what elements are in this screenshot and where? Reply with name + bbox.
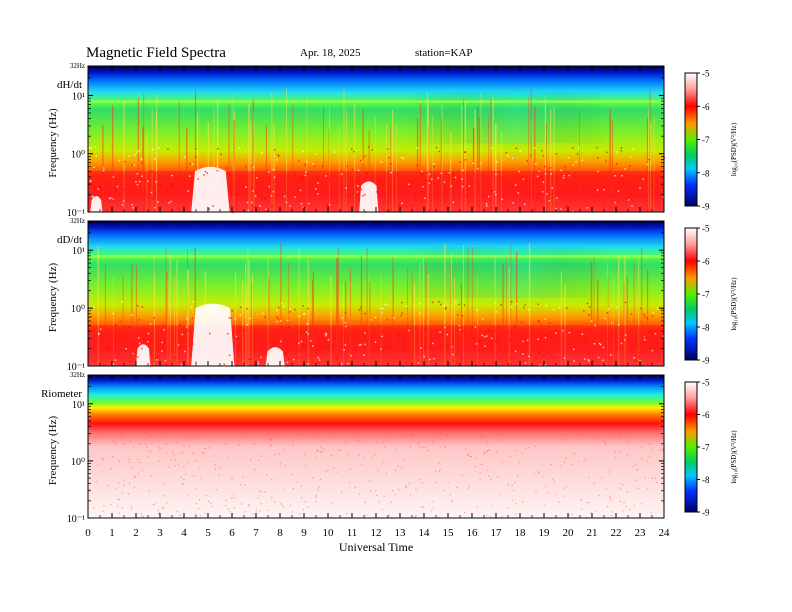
x-tick-label: 11: [347, 527, 358, 539]
station-label: station=KAP: [415, 47, 473, 59]
panel-label: dD/dt: [57, 234, 82, 246]
x-tick-label: 16: [467, 527, 479, 539]
x-tick-label: 21: [587, 527, 598, 539]
x-tick-label: 19: [539, 527, 551, 539]
colorbar-label: log₁₀(PSD)(V²/Hz): [730, 277, 738, 331]
colorbar: [684, 72, 698, 207]
x-tick-label: 15: [443, 527, 455, 539]
colorbar-tick-label: -5: [702, 378, 710, 388]
x-tick-label: 18: [515, 527, 527, 539]
colorbar-tick-label: -6: [702, 410, 710, 420]
x-tick-label: 13: [395, 527, 407, 539]
spectrogram-image: [88, 375, 664, 518]
spectrogram-panel: 10⁻¹ 10⁰ 10¹ 32Hz Riometer Frequency (Hz) -5 -6…: [41, 371, 738, 525]
x-tick-label: 22: [611, 527, 622, 539]
colorbar-tick-label: -8: [702, 475, 710, 485]
colorbar-tick-label: -7: [702, 443, 710, 453]
spectrogram-panel: 10⁻¹ 10⁰ 10¹ 32Hz dD/dt Frequency (Hz) -5 -6 -7 -…: [47, 217, 738, 373]
x-tick-label: 20: [563, 527, 575, 539]
x-tick-label: 2: [133, 527, 139, 539]
x-tick-label: 24: [659, 527, 671, 539]
x-tick-label: 23: [635, 527, 647, 539]
colorbar-tick-label: -9: [702, 202, 710, 212]
y-tick-label: 10⁰: [71, 304, 85, 315]
y-tick-label: 10⁰: [71, 457, 85, 468]
y-tick-label: 10⁰: [71, 150, 85, 161]
colorbar-tick-label: -5: [702, 224, 710, 234]
y-tick-label: 10¹: [72, 400, 85, 411]
spectrogram-panel: 10⁻¹ 10⁰ 10¹ 32Hz dH/dt Frequency (Hz) -5 -6 -7 -…: [47, 62, 738, 219]
x-tick-label: 4: [181, 527, 187, 539]
y-tick-label: 10⁻¹: [67, 208, 85, 219]
figure-date: Apr. 18, 2025: [300, 47, 361, 59]
x-tick-label: 1: [109, 527, 115, 539]
panel-label: Riometer: [41, 388, 82, 400]
colorbar: [684, 227, 698, 361]
x-tick-label: 9: [301, 527, 307, 539]
x-tick-label: 10: [323, 527, 335, 539]
colorbar-label: log₁₀(PSD)(V²/Hz): [730, 430, 738, 484]
colorbar-tick-label: -6: [702, 257, 710, 267]
figure-title: Magnetic Field Spectra: [86, 45, 226, 61]
y-axis-label: Frequency (Hz): [47, 108, 59, 178]
y-tick-label: 10⁻¹: [67, 362, 85, 373]
x-tick-label: 5: [205, 527, 211, 539]
x-tick-label: 3: [157, 527, 163, 539]
y-tick-label: 10¹: [72, 91, 85, 102]
x-tick-label: 12: [371, 527, 382, 539]
x-tick-label: 0: [85, 527, 91, 539]
x-axis-label: Universal Time: [339, 540, 413, 554]
x-tick-label: 7: [253, 527, 259, 539]
x-tick-label: 6: [229, 527, 235, 539]
y-tick-label: 10¹: [72, 246, 85, 257]
colorbar-tick-label: -9: [702, 508, 710, 518]
y-tick-label: 32Hz: [70, 371, 85, 379]
x-tick-label: 17: [491, 527, 503, 539]
y-tick-label: 32Hz: [70, 62, 85, 70]
y-axis-label: Frequency (Hz): [47, 416, 59, 486]
colorbar-tick-label: -5: [702, 69, 710, 79]
x-tick-label: 14: [419, 527, 431, 539]
colorbar-tick-label: -9: [702, 356, 710, 366]
colorbar-tick-label: -6: [702, 102, 710, 112]
colorbar-label: log₁₀(PSD)(V²/Hz): [730, 122, 738, 176]
colorbar-tick-label: -7: [702, 290, 710, 300]
colorbar: [684, 381, 698, 513]
x-tick-label: 8: [277, 527, 283, 539]
colorbar-tick-label: -8: [702, 323, 710, 333]
y-axis-label: Frequency (Hz): [47, 263, 59, 333]
y-tick-label: 32Hz: [70, 217, 85, 225]
panel-label: dH/dt: [57, 79, 82, 91]
colorbar-tick-label: -8: [702, 168, 710, 178]
colorbar-tick-label: -7: [702, 135, 710, 145]
y-tick-label: 10⁻¹: [67, 514, 85, 525]
